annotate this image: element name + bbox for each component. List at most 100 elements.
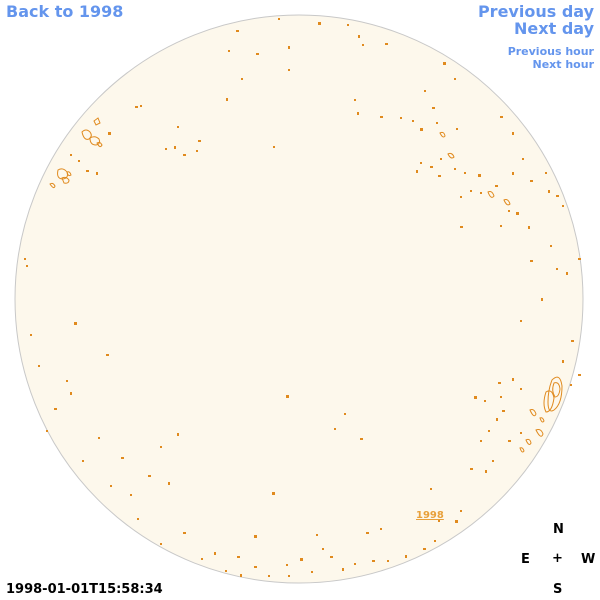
contour: [525, 438, 532, 445]
magnetic-point: [316, 534, 318, 536]
contour: [93, 117, 101, 126]
magnetic-point: [254, 566, 257, 568]
magnetic-point: [502, 410, 505, 412]
magnetic-point: [30, 334, 32, 336]
magnetic-point: [512, 172, 514, 175]
magnetic-point: [562, 360, 564, 363]
magnetic-point: [460, 226, 463, 228]
magnetic-point: [228, 50, 230, 52]
magnetic-point: [424, 90, 426, 92]
contour: [503, 199, 511, 206]
magnetic-point: [500, 116, 503, 118]
magnetic-point: [470, 190, 472, 192]
magnetic-point: [436, 122, 438, 124]
magnetic-point: [556, 195, 559, 197]
magnetic-point: [38, 365, 40, 367]
contour: [539, 417, 545, 423]
magnetic-point: [318, 22, 321, 25]
magnetic-point: [106, 354, 109, 356]
magnetic-point: [278, 18, 280, 20]
magnetic-point: [545, 172, 547, 174]
magnetic-point: [571, 340, 574, 342]
contour: [447, 152, 455, 159]
magnetic-point: [434, 540, 436, 542]
magnetic-point: [286, 395, 289, 398]
observation-timestamp: 1998-01-01T15:58:34: [6, 582, 163, 597]
back-to-year-link[interactable]: Back to 1998: [6, 2, 124, 21]
magnetic-point: [372, 560, 375, 562]
magnetic-point: [74, 322, 77, 325]
magnetic-point: [454, 168, 456, 170]
magnetic-point: [500, 396, 502, 398]
compass-center-icon: +: [552, 551, 563, 566]
magnetic-point: [273, 146, 275, 148]
magnetic-point: [541, 298, 543, 301]
magnetic-point: [387, 560, 389, 562]
magnetic-point: [460, 510, 462, 512]
magnetic-point: [548, 190, 550, 193]
magnetic-point: [26, 265, 28, 267]
magnetic-point: [484, 400, 486, 402]
magnetic-point: [530, 180, 533, 182]
magnetic-point: [495, 185, 498, 187]
magnetic-point: [286, 564, 288, 566]
magnetic-point: [498, 382, 501, 384]
magnetic-point: [160, 446, 162, 448]
magnetic-point: [300, 558, 303, 561]
compass-west: W: [581, 552, 596, 567]
magnetic-point: [556, 268, 558, 270]
contour: [543, 390, 555, 413]
magnetic-point: [342, 568, 344, 571]
magnetic-point: [98, 437, 100, 439]
magnetic-point: [66, 380, 68, 382]
magnetic-point: [160, 543, 162, 545]
contour: [89, 136, 101, 146]
contour: [439, 131, 446, 138]
magnetic-point: [512, 132, 514, 135]
magnetic-point: [358, 35, 360, 38]
contour: [81, 129, 92, 140]
next-day-link[interactable]: Next day: [514, 19, 594, 38]
magnetic-point: [520, 388, 522, 390]
region-year-link[interactable]: 1998: [416, 510, 444, 521]
magnetic-point: [566, 272, 568, 275]
magnetic-point: [110, 485, 112, 487]
magnetic-point: [183, 532, 186, 534]
magnetic-point: [78, 160, 80, 162]
magnetic-points: [24, 18, 581, 577]
contour: [57, 168, 68, 180]
magnetic-point: [570, 384, 572, 386]
magnetic-point: [420, 162, 422, 164]
magnetic-point: [360, 438, 363, 440]
magnetic-point: [385, 43, 388, 45]
magnetic-point: [520, 320, 522, 322]
magnetic-point: [24, 258, 26, 260]
magnetic-point: [288, 69, 290, 71]
magnetic-point: [400, 117, 402, 119]
magnetic-point: [455, 520, 458, 523]
magnetic-point: [254, 535, 257, 538]
magnetic-point: [508, 210, 510, 212]
magnetic-point: [354, 563, 356, 565]
magnetic-point: [177, 433, 179, 436]
magnetic-point: [322, 548, 324, 550]
magnetic-point: [183, 154, 186, 156]
magnetic-point: [420, 128, 423, 131]
magnetic-point: [412, 120, 414, 122]
magnetic-point: [500, 225, 502, 227]
magnetic-point: [334, 428, 336, 430]
magnetic-point: [214, 552, 216, 555]
previous-hour-link[interactable]: Previous hour: [507, 45, 594, 58]
magnetic-point: [578, 258, 581, 260]
magnetic-point: [198, 140, 201, 142]
magnetic-point: [46, 430, 48, 432]
contour: [61, 176, 70, 184]
compass-south: S: [553, 582, 563, 597]
magnetic-point: [380, 116, 383, 118]
contour: [547, 376, 563, 412]
magnetic-point: [516, 212, 519, 215]
previous-day-link[interactable]: Previous day: [477, 2, 594, 21]
next-hour-link[interactable]: Next hour: [532, 58, 595, 71]
magnetic-point: [488, 430, 490, 432]
magnetic-point: [528, 226, 530, 229]
